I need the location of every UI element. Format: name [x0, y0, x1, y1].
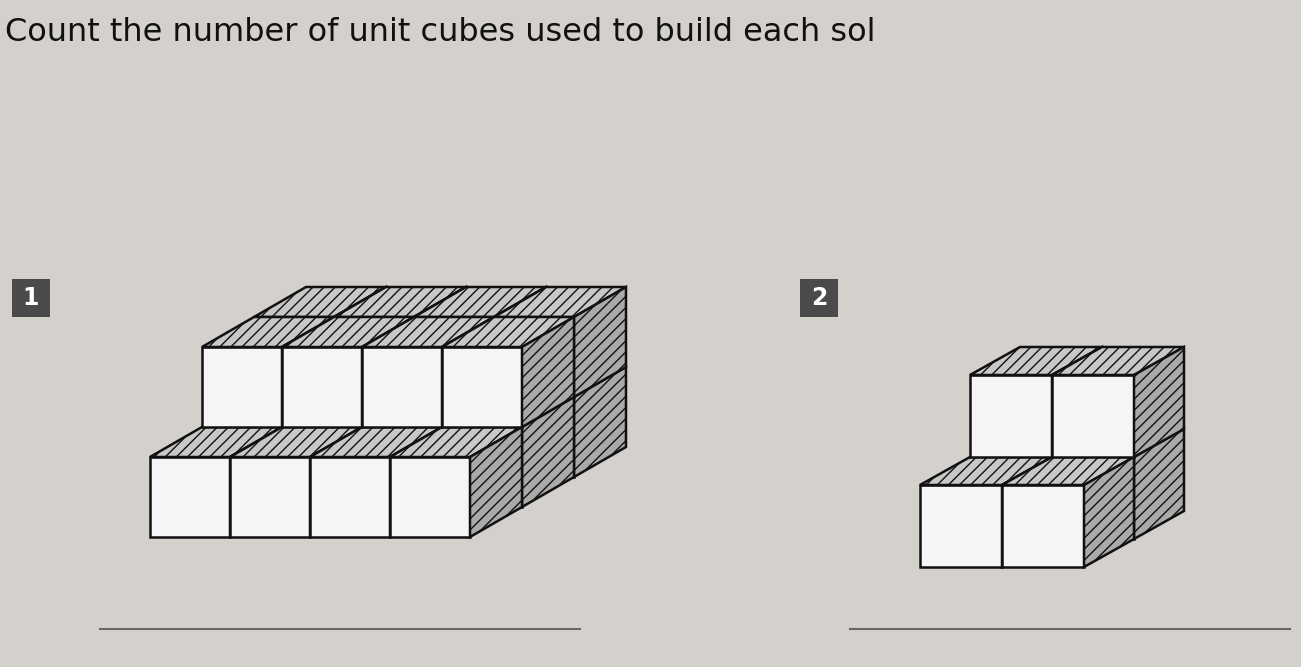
Polygon shape	[254, 367, 386, 397]
Polygon shape	[971, 347, 1102, 375]
Polygon shape	[362, 397, 494, 427]
Polygon shape	[202, 347, 282, 427]
Polygon shape	[1053, 429, 1184, 457]
Polygon shape	[414, 367, 466, 477]
Polygon shape	[230, 427, 362, 457]
Polygon shape	[971, 429, 1102, 457]
Polygon shape	[414, 287, 546, 317]
Polygon shape	[362, 347, 442, 427]
Polygon shape	[230, 427, 282, 537]
Polygon shape	[202, 427, 282, 507]
Polygon shape	[971, 457, 1053, 539]
Polygon shape	[362, 317, 414, 427]
Polygon shape	[1053, 375, 1134, 457]
Bar	[800, 279, 838, 317]
Polygon shape	[310, 427, 442, 457]
Polygon shape	[282, 317, 334, 427]
Polygon shape	[254, 317, 334, 397]
Polygon shape	[522, 397, 574, 507]
Polygon shape	[522, 317, 574, 427]
Polygon shape	[282, 427, 362, 507]
Polygon shape	[442, 397, 494, 507]
Polygon shape	[334, 397, 414, 477]
Polygon shape	[1084, 457, 1134, 567]
Polygon shape	[362, 317, 494, 347]
Polygon shape	[494, 367, 626, 397]
Text: Count the number of unit cubes used to build each sol: Count the number of unit cubes used to b…	[5, 17, 876, 48]
Polygon shape	[494, 397, 574, 477]
Polygon shape	[1053, 457, 1134, 539]
Polygon shape	[1053, 347, 1102, 457]
Polygon shape	[150, 457, 230, 537]
Polygon shape	[334, 287, 466, 317]
Polygon shape	[470, 427, 522, 537]
Polygon shape	[414, 317, 494, 397]
Bar	[12, 279, 49, 317]
Polygon shape	[1134, 429, 1184, 539]
Polygon shape	[334, 367, 386, 477]
Polygon shape	[150, 427, 282, 457]
Polygon shape	[282, 347, 362, 427]
Polygon shape	[282, 397, 414, 427]
Polygon shape	[442, 317, 494, 427]
Polygon shape	[442, 397, 574, 427]
Polygon shape	[920, 457, 1053, 485]
Polygon shape	[1002, 457, 1134, 485]
Polygon shape	[310, 427, 362, 537]
Polygon shape	[362, 427, 442, 507]
Polygon shape	[390, 427, 442, 537]
Polygon shape	[254, 397, 334, 477]
Polygon shape	[254, 287, 386, 317]
Polygon shape	[1002, 457, 1053, 567]
Polygon shape	[334, 317, 414, 397]
Polygon shape	[414, 287, 466, 397]
Polygon shape	[494, 367, 546, 477]
Polygon shape	[494, 287, 626, 317]
Polygon shape	[574, 287, 626, 397]
Polygon shape	[230, 457, 310, 537]
Polygon shape	[334, 287, 386, 397]
Text: 2: 2	[811, 286, 827, 310]
Polygon shape	[1002, 485, 1084, 567]
Polygon shape	[494, 317, 574, 397]
Polygon shape	[1053, 429, 1102, 539]
Polygon shape	[1134, 347, 1184, 457]
Polygon shape	[390, 427, 522, 457]
Polygon shape	[390, 457, 470, 537]
Polygon shape	[442, 427, 522, 507]
Polygon shape	[920, 485, 1002, 567]
Polygon shape	[971, 375, 1053, 457]
Text: 1: 1	[23, 286, 39, 310]
Polygon shape	[202, 317, 334, 347]
Polygon shape	[494, 287, 546, 397]
Polygon shape	[282, 317, 414, 347]
Polygon shape	[362, 397, 414, 507]
Polygon shape	[334, 367, 466, 397]
Polygon shape	[574, 367, 626, 477]
Polygon shape	[414, 367, 546, 397]
Polygon shape	[442, 317, 574, 347]
Polygon shape	[202, 397, 334, 427]
Polygon shape	[442, 347, 522, 427]
Polygon shape	[1053, 347, 1184, 375]
Polygon shape	[282, 397, 334, 507]
Polygon shape	[414, 397, 494, 477]
Polygon shape	[310, 457, 390, 537]
